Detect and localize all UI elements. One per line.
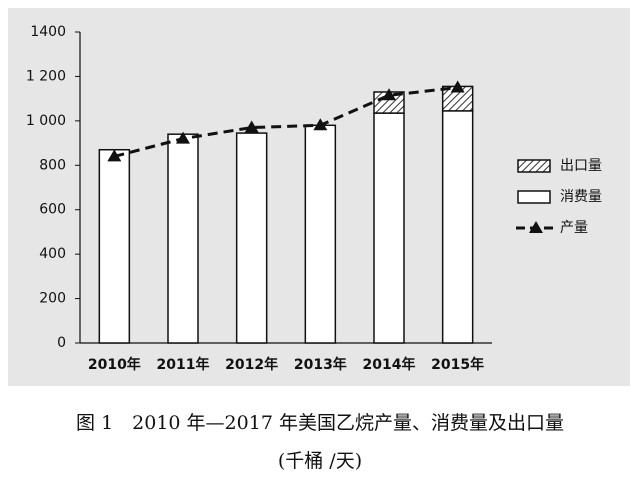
- bar-segment: [98, 148, 131, 344]
- point: [244, 120, 259, 133]
- bar-segment: [304, 124, 337, 344]
- y-tick-label: 800: [39, 157, 66, 173]
- y-tick-label: 0: [57, 335, 66, 351]
- x-tick-label: 2014年: [363, 356, 416, 373]
- bar-segment: [373, 112, 405, 344]
- x-tick-label: 2012年: [225, 356, 278, 373]
- legend-label: 产量: [560, 220, 588, 236]
- legend-swatch: [517, 159, 551, 173]
- x-tick-label: 2011年: [157, 356, 210, 373]
- point: [382, 88, 396, 101]
- bar-segment: [167, 133, 199, 344]
- bar-segment: [235, 132, 268, 344]
- y-tick-label: 1 200: [26, 68, 66, 84]
- line: [113, 86, 458, 158]
- y-tick-label: 1 000: [26, 113, 66, 129]
- y-tick-label: 200: [39, 291, 66, 307]
- legend-swatch: [517, 190, 551, 204]
- y-tick-label: 600: [39, 202, 66, 218]
- bar-segment: [441, 110, 474, 344]
- x-tick-label: 2013年: [294, 356, 347, 373]
- point: [313, 118, 328, 131]
- point: [107, 149, 122, 162]
- point: [176, 131, 190, 144]
- point: [450, 80, 465, 93]
- x-tick-label: 2015年: [431, 356, 484, 373]
- legend-label: 出口量: [560, 158, 602, 174]
- x-tick-label: 2010年: [88, 356, 141, 373]
- y-tick-label: 1400: [30, 24, 66, 40]
- unit: (千桶 /天): [278, 450, 362, 472]
- legend-marker: [529, 221, 543, 233]
- y-tick-label: 400: [39, 246, 66, 262]
- legend-label: 消费量: [560, 189, 602, 205]
- caption: 图 1 2010 年—2017 年美国乙烷产量、消费量及出口量: [76, 412, 564, 434]
- bar-segment: [441, 85, 474, 112]
